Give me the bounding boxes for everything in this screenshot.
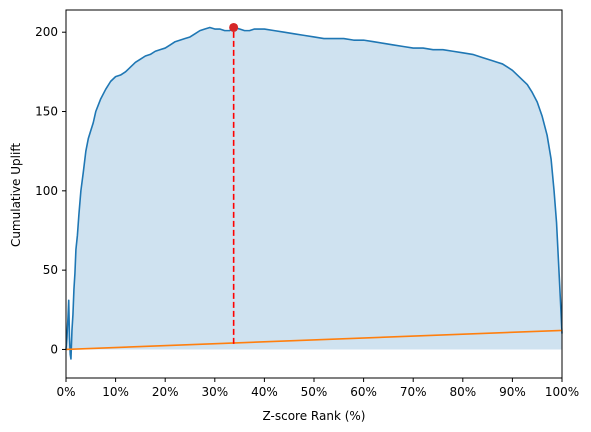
x-tick-label: 80% <box>449 385 476 399</box>
y-axis-label: Cumulative Uplift <box>9 143 23 247</box>
uplift-area-fill <box>66 27 562 359</box>
uplift-curve-line <box>65 26 563 360</box>
x-axis-label: Z-score Rank (%) <box>263 409 366 423</box>
x-tick-label: 30% <box>201 385 228 399</box>
x-tick-label: 20% <box>152 385 179 399</box>
max-point-marker <box>229 22 239 32</box>
x-tick-label: 70% <box>400 385 427 399</box>
baseline-line <box>65 329 563 351</box>
x-tick-label: 0% <box>56 385 75 399</box>
x-tick-label: 40% <box>251 385 278 399</box>
axes: 0% 10% 20% 30% 40% 50% 60% 70% 80% 90% 100% 0 50 100 1… <box>35 9 579 399</box>
x-tick-label: 10% <box>102 385 129 399</box>
x-tick-label: 60% <box>350 385 377 399</box>
x-tick-label: 50% <box>301 385 328 399</box>
x-tick-label: 90% <box>499 385 526 399</box>
y-tick-label: 100 <box>35 184 58 198</box>
plot-area <box>65 22 563 360</box>
y-tick-label: 50 <box>43 263 58 277</box>
y-tick-label: 200 <box>35 25 58 39</box>
y-tick-label: 0 <box>50 342 58 356</box>
x-tick-label: 100% <box>545 385 579 399</box>
y-tick-label: 150 <box>35 105 58 119</box>
